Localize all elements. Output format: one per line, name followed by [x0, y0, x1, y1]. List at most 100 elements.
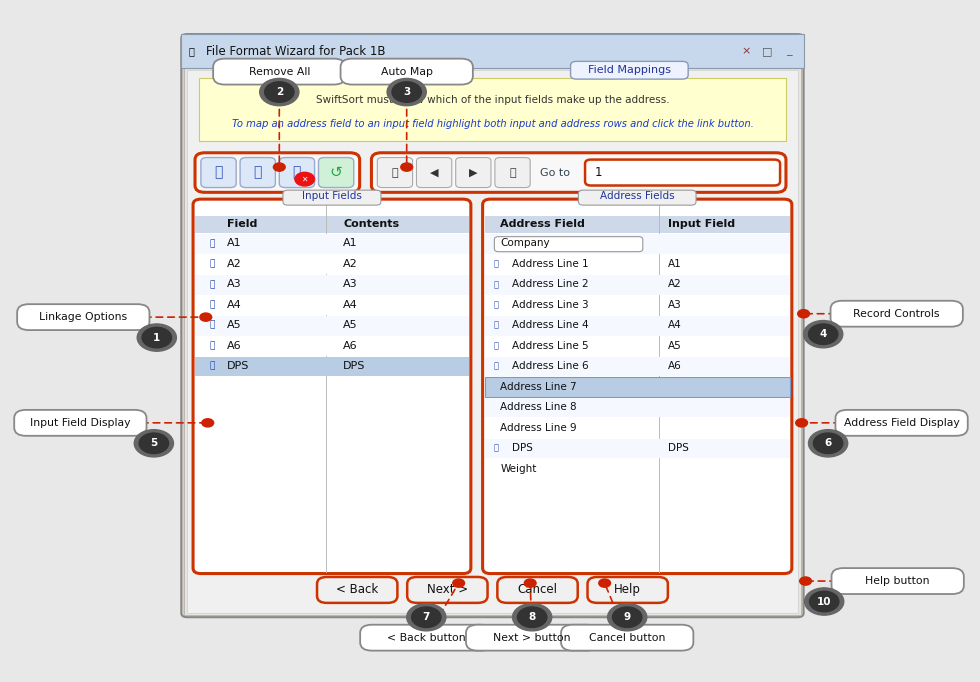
Text: A5: A5 [668, 341, 682, 351]
Text: A2: A2 [668, 280, 682, 289]
Text: A2: A2 [343, 259, 358, 269]
Bar [484, 398, 790, 417]
Text: A3: A3 [668, 300, 682, 310]
FancyBboxPatch shape [213, 59, 345, 85]
Text: 7: 7 [422, 612, 430, 622]
FancyBboxPatch shape [408, 577, 488, 603]
Bar [181, 34, 804, 68]
FancyBboxPatch shape [201, 158, 236, 188]
Circle shape [392, 82, 421, 102]
Text: A4: A4 [227, 300, 242, 310]
Text: A4: A4 [343, 300, 358, 310]
Text: 🔗: 🔗 [494, 341, 499, 351]
Bar [484, 216, 790, 233]
Text: Cancel: Cancel [517, 583, 558, 597]
Circle shape [808, 430, 848, 457]
Bar [484, 234, 790, 254]
Text: Address Line 9: Address Line 9 [500, 423, 577, 432]
Circle shape [407, 604, 446, 631]
FancyBboxPatch shape [181, 34, 804, 617]
Circle shape [453, 579, 465, 587]
Text: < Back: < Back [336, 583, 378, 597]
Text: 👍: 👍 [210, 321, 216, 330]
Text: DPS: DPS [343, 361, 366, 371]
Text: Input Field: Input Field [668, 220, 735, 229]
Text: ⏭: ⏭ [510, 168, 515, 177]
Bar [484, 439, 790, 458]
Text: Company: Company [500, 239, 550, 248]
Bar [184, 68, 801, 615]
FancyBboxPatch shape [495, 158, 530, 188]
Text: ✕: ✕ [302, 175, 308, 183]
FancyBboxPatch shape [831, 568, 964, 594]
Text: Help button: Help button [865, 576, 930, 586]
Bar [484, 275, 790, 295]
Circle shape [273, 163, 285, 171]
FancyBboxPatch shape [341, 59, 472, 85]
Text: 🔗: 🔗 [494, 300, 499, 310]
Text: 🔁: 🔁 [188, 46, 194, 56]
FancyBboxPatch shape [240, 158, 275, 188]
Text: 🔗: 🔗 [494, 361, 499, 371]
Text: A3: A3 [227, 280, 242, 289]
Circle shape [808, 324, 838, 344]
Bar [195, 275, 468, 295]
Text: SwiftSort must know which of the input fields make up the address.: SwiftSort must know which of the input f… [316, 95, 669, 106]
Text: Address Line 4: Address Line 4 [512, 321, 589, 330]
Text: ↺: ↺ [329, 165, 343, 180]
Text: Field: Field [227, 220, 258, 229]
Circle shape [813, 433, 843, 454]
FancyBboxPatch shape [283, 190, 381, 205]
Text: Input Fields: Input Fields [302, 191, 362, 201]
Circle shape [134, 430, 173, 457]
Bar [195, 336, 468, 356]
Circle shape [513, 604, 552, 631]
Text: 🔗: 🔗 [494, 280, 499, 289]
Text: A1: A1 [227, 239, 242, 248]
Bar [195, 216, 468, 233]
Text: 👍: 👍 [210, 361, 216, 371]
Circle shape [800, 577, 811, 585]
Circle shape [260, 78, 299, 106]
Circle shape [142, 327, 172, 348]
Text: Record Controls: Record Controls [854, 309, 940, 318]
Text: Address Line 7: Address Line 7 [500, 382, 577, 391]
Text: _: _ [786, 46, 792, 56]
FancyBboxPatch shape [193, 199, 470, 574]
Bar [199, 78, 786, 141]
Circle shape [139, 433, 169, 454]
Text: □: □ [762, 46, 772, 56]
Circle shape [524, 579, 536, 587]
Bar [195, 295, 468, 315]
Text: ⛓: ⛓ [254, 166, 262, 179]
Text: Contents: Contents [343, 220, 399, 229]
Circle shape [804, 321, 843, 348]
Bar [484, 316, 790, 336]
FancyBboxPatch shape [585, 160, 780, 186]
Text: Next >: Next > [427, 583, 467, 597]
FancyBboxPatch shape [578, 190, 696, 205]
Text: 1: 1 [595, 166, 603, 179]
Text: Auto Map: Auto Map [380, 67, 433, 76]
Text: A5: A5 [343, 321, 358, 330]
FancyBboxPatch shape [279, 158, 315, 188]
FancyBboxPatch shape [466, 625, 598, 651]
Circle shape [608, 604, 647, 631]
Text: A2: A2 [227, 259, 242, 269]
Circle shape [599, 579, 611, 587]
Bar [484, 357, 790, 376]
FancyBboxPatch shape [831, 301, 962, 327]
FancyBboxPatch shape [588, 577, 668, 603]
Text: ×: × [741, 46, 751, 56]
Text: Address Line 8: Address Line 8 [500, 402, 577, 412]
Bar [484, 377, 790, 397]
Circle shape [137, 324, 176, 351]
FancyBboxPatch shape [377, 158, 413, 188]
Bar [195, 357, 468, 376]
Text: Field Mappings: Field Mappings [588, 65, 671, 75]
Text: 👍: 👍 [210, 300, 216, 310]
Text: 🔗: 🔗 [494, 259, 499, 269]
Text: 👍: 👍 [210, 239, 216, 248]
Text: ⛓: ⛓ [293, 166, 301, 179]
Text: A4: A4 [668, 321, 682, 330]
